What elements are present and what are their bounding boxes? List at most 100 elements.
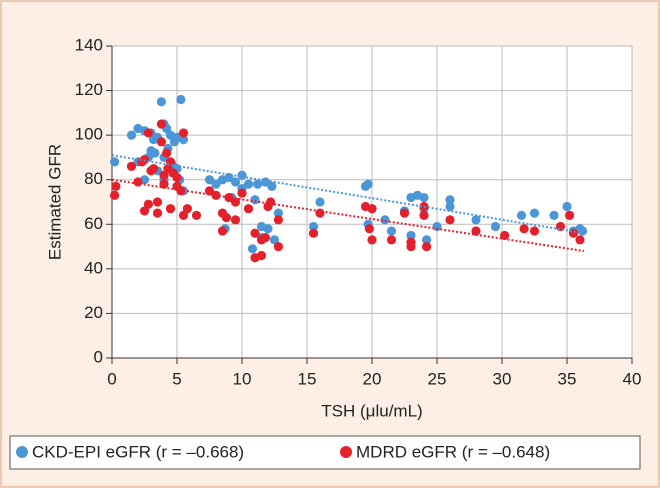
- x-axis-title: TSH (μlu/mL): [321, 401, 422, 420]
- point: [250, 228, 260, 238]
- point: [250, 195, 260, 205]
- point: [380, 215, 390, 225]
- x-tick-label: 0: [107, 369, 116, 388]
- point: [150, 148, 160, 158]
- point: [273, 241, 283, 252]
- point: [266, 197, 276, 207]
- point: [152, 197, 163, 207]
- point: [126, 161, 137, 171]
- point: [247, 244, 257, 254]
- point: [162, 148, 172, 158]
- point: [178, 135, 189, 145]
- legend-label: MDRD eGFR (r = –0.648): [356, 442, 550, 461]
- legend-marker: [16, 446, 28, 458]
- point: [172, 172, 182, 183]
- x-tick-label: 35: [558, 369, 577, 388]
- point: [529, 226, 540, 236]
- y-tick-label: 140: [75, 35, 103, 54]
- point: [562, 201, 572, 212]
- point: [422, 241, 432, 252]
- y-tick-label: 0: [94, 347, 103, 366]
- point: [263, 224, 273, 234]
- point: [139, 206, 150, 216]
- point: [565, 210, 575, 220]
- point: [363, 179, 373, 189]
- x-tick-label: 40: [623, 369, 642, 388]
- point: [516, 210, 527, 220]
- point: [149, 163, 159, 174]
- point: [182, 204, 192, 214]
- point: [386, 235, 397, 245]
- point: [308, 221, 319, 232]
- point: [243, 204, 254, 214]
- point: [471, 215, 481, 225]
- point: [221, 213, 231, 223]
- point: [224, 192, 234, 203]
- point: [422, 235, 432, 245]
- point: [308, 228, 319, 238]
- point: [143, 199, 153, 209]
- point: [273, 208, 283, 218]
- point: [367, 235, 377, 245]
- point: [575, 235, 585, 245]
- legend-label: CKD-EPI eGFR (r = –0.668): [32, 442, 244, 461]
- point: [315, 208, 325, 218]
- point: [111, 181, 121, 191]
- y-tick-label: 20: [84, 303, 103, 322]
- x-tick-label: 5: [172, 369, 181, 388]
- x-tick-label: 15: [298, 369, 317, 388]
- y-tick-label: 40: [84, 258, 103, 277]
- point: [419, 210, 429, 220]
- legend: [9, 435, 641, 470]
- point: [500, 230, 510, 241]
- y-axis-title: Estimated GFR: [45, 144, 64, 260]
- point: [230, 177, 241, 187]
- point: [490, 221, 501, 232]
- point: [445, 195, 455, 205]
- legend-marker: [340, 446, 352, 458]
- point: [159, 170, 169, 180]
- point: [143, 128, 153, 138]
- point: [578, 226, 588, 236]
- point: [267, 181, 277, 191]
- point: [110, 157, 120, 167]
- point: [256, 250, 267, 261]
- point: [204, 175, 215, 185]
- x-tick-label: 10: [233, 369, 252, 388]
- point: [243, 179, 254, 189]
- x-tick-label: 30: [493, 369, 512, 388]
- point: [217, 226, 228, 236]
- point: [419, 192, 429, 203]
- point: [269, 235, 280, 245]
- x-tick-label: 20: [363, 369, 382, 388]
- point: [471, 226, 481, 236]
- point: [156, 137, 166, 147]
- point: [156, 119, 166, 129]
- x-tick-label: 25: [428, 369, 447, 388]
- point: [529, 208, 540, 218]
- point: [273, 215, 283, 225]
- point: [399, 208, 410, 218]
- point: [237, 188, 247, 198]
- point: [110, 190, 120, 200]
- point: [445, 215, 455, 225]
- point: [156, 97, 166, 107]
- point: [432, 221, 442, 232]
- point: [519, 224, 529, 234]
- point: [230, 197, 241, 207]
- point: [191, 210, 202, 220]
- point: [260, 233, 270, 243]
- point: [176, 94, 186, 105]
- point: [126, 130, 137, 140]
- point: [315, 197, 325, 207]
- point: [386, 226, 397, 236]
- y-tick-label: 100: [75, 125, 103, 144]
- point: [211, 179, 221, 189]
- point: [445, 201, 455, 212]
- point: [364, 224, 374, 234]
- point: [237, 170, 247, 180]
- point: [406, 230, 416, 241]
- y-tick-label: 60: [84, 214, 103, 233]
